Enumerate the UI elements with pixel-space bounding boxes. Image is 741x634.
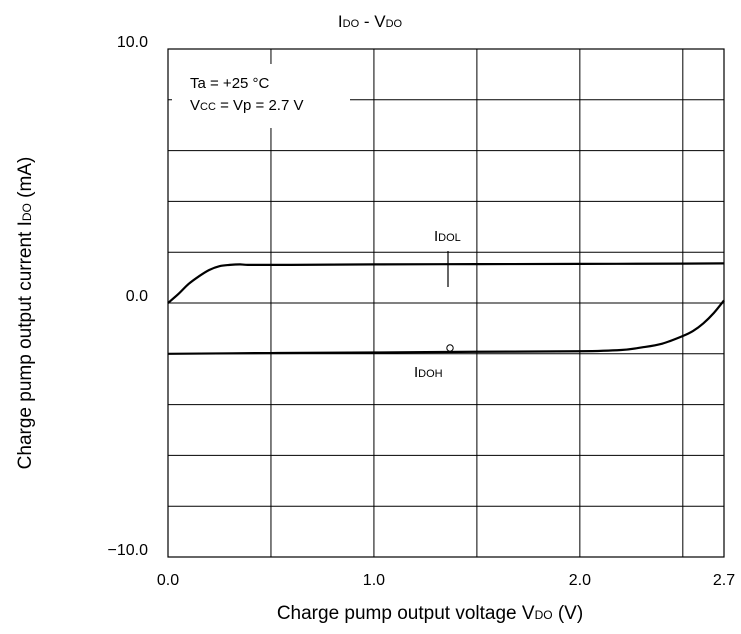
conditions-box [172, 64, 350, 128]
idoh-label-bg [410, 360, 464, 382]
x-axis-label: Charge pump output voltage VDO (V) [277, 603, 583, 624]
y-tick-label: 10.0 [117, 34, 148, 51]
x-tick-label: 2.0 [569, 572, 591, 589]
series-line-idoh [167, 299, 725, 355]
series [167, 262, 725, 355]
idoh-marker [446, 344, 454, 352]
y-tick-label: 0.0 [126, 288, 148, 305]
x-tick-labels: 0.0 1.0 2.0 2.7 [157, 572, 735, 589]
grid [168, 49, 724, 557]
x-tick-label: 1.0 [363, 572, 385, 589]
series-label-idol: IDOL [434, 228, 461, 245]
x-tick-label: 2.7 [713, 572, 735, 589]
chart-title: IDO - VDO [338, 12, 403, 31]
y-tick-label: −10.0 [108, 542, 149, 559]
y-tick-labels: 10.0 0.0 −10.0 [108, 34, 149, 559]
series-label-idoh: IDOH [414, 364, 443, 381]
conditions-temperature: Ta = +25 °C [190, 75, 270, 92]
y-axis-label: Charge pump output current IDO (mA) [15, 157, 36, 470]
conditions-voltage: VCC = Vp = 2.7 V [190, 97, 303, 114]
idol-label-bg [430, 224, 472, 246]
series-line-idol [167, 262, 725, 304]
x-tick-label: 0.0 [157, 572, 179, 589]
